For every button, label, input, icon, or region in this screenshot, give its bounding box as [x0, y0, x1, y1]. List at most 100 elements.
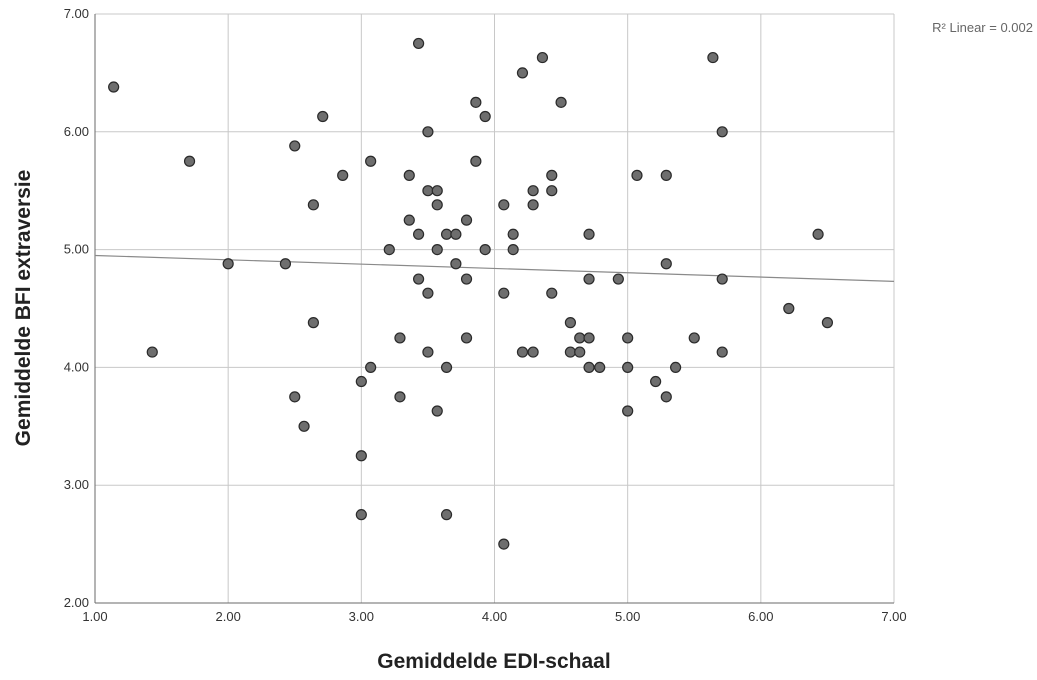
data-point	[498, 199, 510, 211]
data-point	[470, 96, 482, 108]
data-point	[564, 346, 577, 358]
data-point	[546, 287, 558, 299]
data-point	[507, 228, 519, 240]
data-point	[688, 332, 700, 344]
data-point	[460, 214, 473, 226]
data-point	[546, 169, 558, 181]
axes	[94, 14, 894, 604]
data-point	[431, 199, 443, 211]
data-point	[422, 185, 434, 197]
data-point	[498, 287, 510, 299]
data-point	[527, 185, 539, 197]
data-point	[289, 391, 301, 403]
data-point	[583, 332, 595, 344]
data-point	[783, 302, 795, 315]
data-point	[355, 375, 367, 388]
data-point	[564, 317, 577, 329]
x-axis-title: Gemiddelde EDI-schaal	[377, 650, 610, 673]
data-point	[527, 346, 539, 358]
data-point	[583, 361, 595, 373]
data-point	[355, 509, 367, 521]
data-point	[574, 346, 586, 358]
data-point	[716, 273, 728, 285]
y-axis-title: Gemiddelde BFI extraversie	[12, 170, 35, 447]
x-tick-label: 3.00	[349, 609, 374, 624]
data-point	[660, 169, 672, 181]
data-point	[716, 126, 728, 138]
data-point	[394, 391, 406, 403]
x-tick-label: 1.00	[82, 609, 107, 624]
data-point	[431, 244, 443, 256]
data-point	[422, 126, 434, 138]
data-point	[507, 244, 519, 256]
data-point	[516, 346, 529, 358]
x-tick-label: 7.00	[881, 609, 906, 624]
tick-labels: 1.00 2.00 3.00 4.00 5.00 6.00 7.002.003.004.00…	[64, 6, 907, 624]
data-point	[821, 317, 834, 329]
data-point	[650, 375, 662, 388]
data-point	[612, 273, 624, 285]
data-point	[403, 169, 415, 181]
data-point	[622, 361, 634, 373]
r-squared-annotation: R² Linear = 0.002	[932, 20, 1033, 35]
data-point	[307, 317, 319, 329]
data-point	[450, 228, 462, 240]
data-point	[394, 332, 406, 344]
data-point	[298, 420, 310, 432]
data-point	[583, 228, 595, 240]
data-point	[108, 81, 120, 93]
data-point	[460, 273, 473, 285]
data-point	[183, 155, 196, 167]
data-point	[279, 258, 292, 270]
data-point	[422, 346, 434, 358]
data-point	[337, 169, 349, 181]
data-point	[622, 405, 634, 417]
data-point	[222, 258, 234, 270]
data-point	[365, 361, 377, 373]
data-point	[660, 258, 672, 270]
data-point	[460, 332, 473, 344]
data-point	[450, 258, 462, 270]
data-point	[479, 110, 491, 123]
data-point	[146, 346, 158, 358]
data-point	[498, 538, 510, 550]
data-point	[440, 361, 453, 373]
data-point	[431, 185, 443, 197]
data-point	[670, 361, 682, 373]
data-point	[383, 244, 395, 256]
data-point	[660, 391, 672, 403]
data-point	[431, 405, 443, 417]
data-point	[583, 273, 595, 285]
data-point	[307, 199, 319, 211]
data-point	[403, 214, 415, 226]
x-tick-label: 4.00	[482, 609, 507, 624]
data-point	[527, 199, 539, 211]
y-tick-label: 7.00	[64, 6, 89, 21]
grid-lines	[95, 13, 895, 603]
y-tick-label: 4.00	[64, 359, 89, 374]
data-point	[546, 185, 558, 197]
data-point	[365, 155, 377, 167]
data-point	[289, 140, 301, 152]
x-tick-label: 2.00	[216, 609, 241, 624]
data-point	[594, 361, 606, 373]
data-point	[479, 244, 491, 256]
data-point	[440, 509, 453, 521]
data-point	[422, 287, 434, 299]
data-point	[716, 346, 728, 358]
y-tick-label: 2.00	[64, 595, 89, 610]
y-tick-label: 5.00	[64, 242, 89, 257]
data-point	[516, 67, 529, 79]
x-tick-label: 5.00	[615, 609, 640, 624]
data-point	[412, 273, 425, 285]
data-point	[412, 37, 425, 50]
data-point	[412, 228, 425, 240]
data-point	[440, 228, 453, 240]
data-point	[812, 228, 824, 240]
data-point	[536, 51, 549, 64]
y-tick-label: 6.00	[64, 124, 89, 139]
data-point	[631, 169, 643, 181]
data-point	[574, 332, 586, 344]
